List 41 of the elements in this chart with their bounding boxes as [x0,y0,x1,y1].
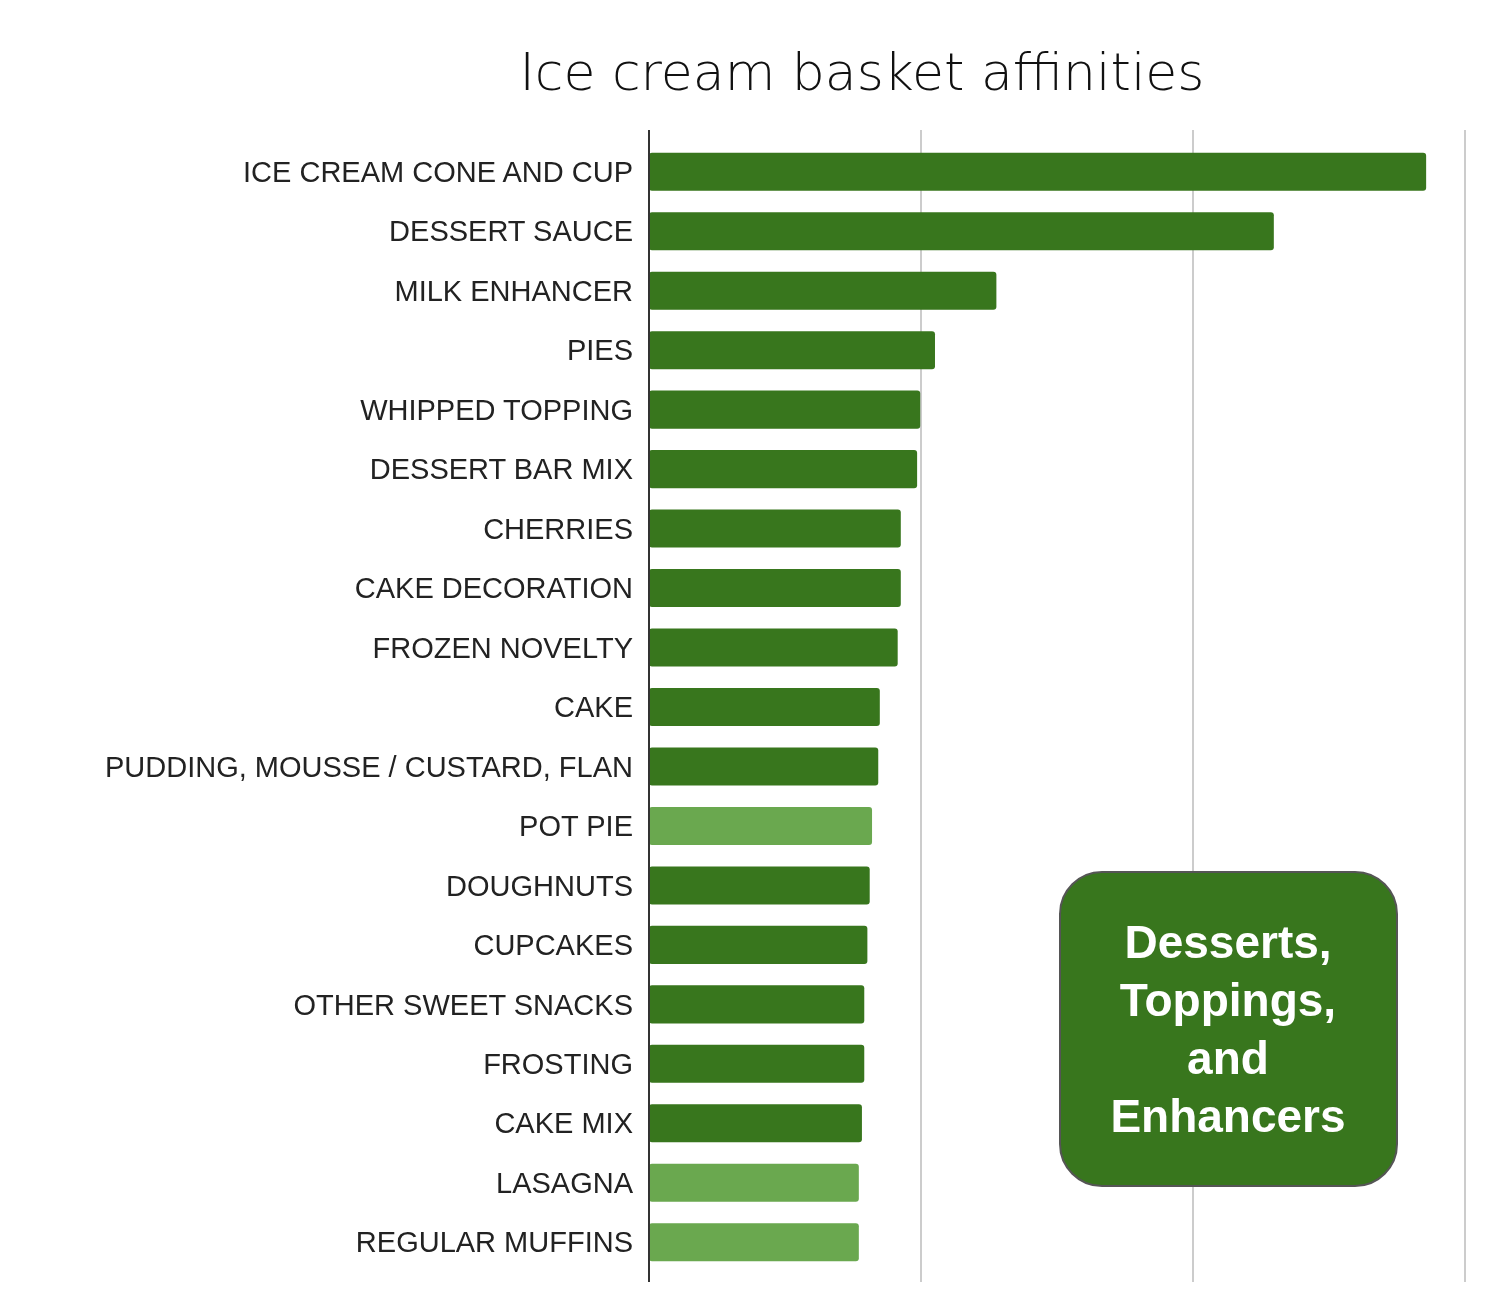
y-tick-label: CHERRIES [483,512,633,545]
y-tick-label: CAKE MIX [494,1107,633,1140]
bar [649,687,880,727]
y-tick-label: CUPCAKES [473,929,633,962]
chart-title: Ice cream basket affinities [519,42,1205,102]
bar [649,450,918,489]
bar [649,271,997,310]
bar [649,866,870,905]
bar [649,152,1427,191]
y-tick-label: MILK ENHANCER [394,274,633,307]
y-tick-label: CAKE [554,691,633,724]
label-box: Desserts, Toppings, and Enhancers [1059,871,1398,1187]
annotation: Desserts, Toppings, and Enhancers [1110,916,1346,1143]
bar [649,1044,865,1083]
y-tick-label: CAKE DECORATION [354,572,633,605]
y-tick-label: DESSERT BAR MIX [369,453,633,486]
bar [649,985,865,1024]
y-tick-label: PUDDING, MOUSSE / CUSTARD, FLAN [105,750,633,783]
y-tick-label: PIES [566,334,633,367]
bar [649,1163,859,1202]
bar [649,1104,862,1143]
y-tick-label: OTHER SWEET SNACKS [293,988,633,1021]
bar [649,212,1274,251]
y-tick-label: DESSERT SAUCE [389,215,633,248]
bar [649,1223,859,1262]
y-tick-label: FROZEN NOVELTY [372,631,633,664]
bar [649,628,898,667]
bar [649,925,868,964]
y-tick-label: DOUGHNUTS [446,869,633,902]
bar [649,806,873,845]
bar [649,390,921,429]
y-tick-label: WHIPPED TOPPING [360,393,633,426]
bar [649,747,879,786]
y-tick-label: REGULAR MUFFINS [355,1226,633,1259]
y-tick-label: POT PIE [519,810,633,843]
y-tick-label: LASAGNA [496,1166,634,1199]
y-tick-label: FROSTING [483,1047,633,1080]
bar [649,569,901,608]
y-tick-label: ICE CREAM CONE AND CUP [243,155,633,188]
bar [649,331,935,370]
bar [649,509,901,548]
